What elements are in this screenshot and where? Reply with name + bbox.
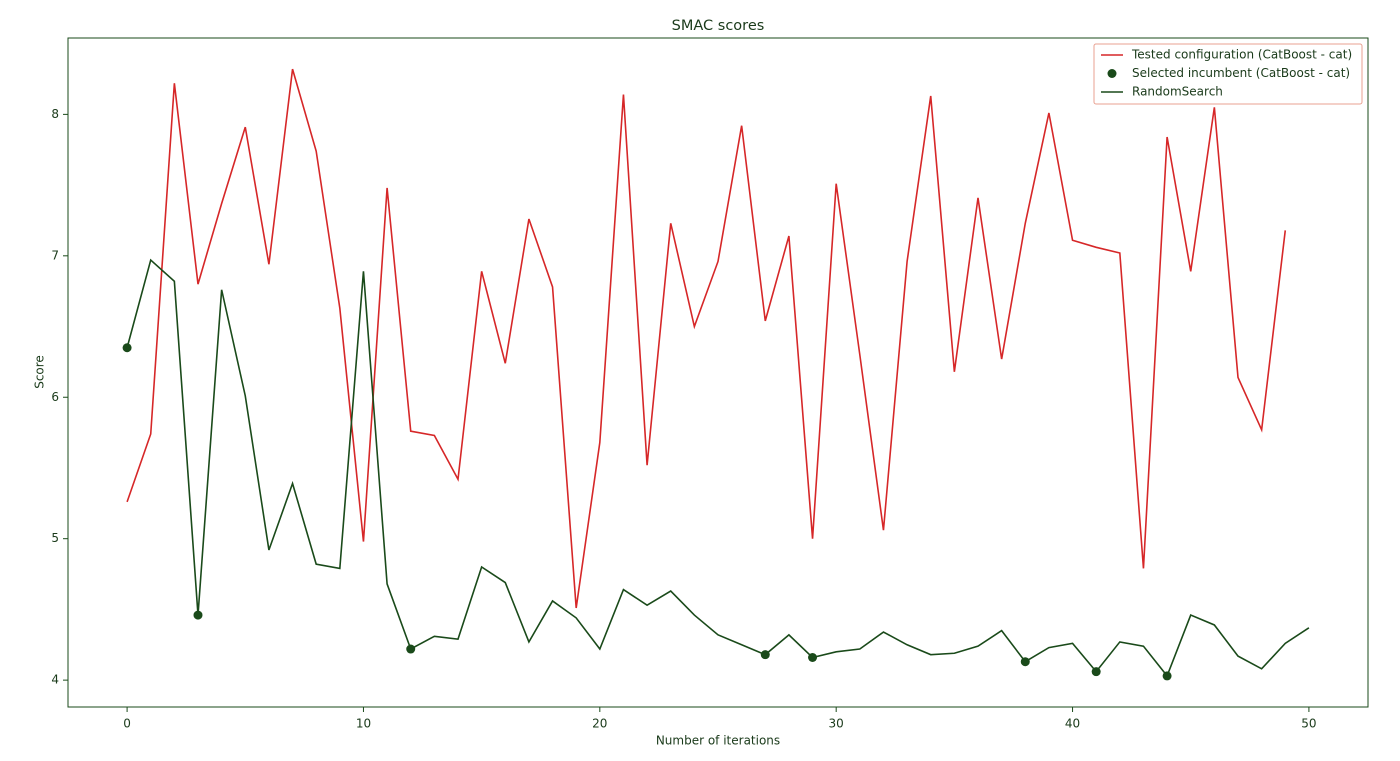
y-tick-label: 6 [51,390,59,404]
legend-label: Selected incumbent (CatBoost - cat) [1132,66,1350,80]
x-tick-label: 10 [356,717,371,731]
legend-swatch [1107,69,1117,78]
x-tick-label: 20 [592,717,607,731]
chart-title: SMAC scores [672,18,765,34]
x-axis-label: Number of iterations [656,734,780,748]
y-tick-label: 7 [51,248,59,262]
x-tick-label: 50 [1301,717,1316,731]
x-tick-label: 0 [123,717,131,731]
x-tick-label: 30 [829,717,844,731]
legend-label: RandomSearch [1132,85,1223,99]
legend-label: Tested configuration (CatBoost - cat) [1131,48,1352,62]
x-tick-label: 40 [1065,717,1080,731]
y-tick-label: 8 [51,107,59,121]
series-line [126,258,1310,678]
series-line [126,68,1287,609]
y-tick-label: 5 [51,531,59,545]
y-tick-label: 4 [51,673,59,687]
legend-box [1093,43,1363,105]
y-axis-label: Score [33,355,47,389]
plot-frame [67,37,1369,708]
